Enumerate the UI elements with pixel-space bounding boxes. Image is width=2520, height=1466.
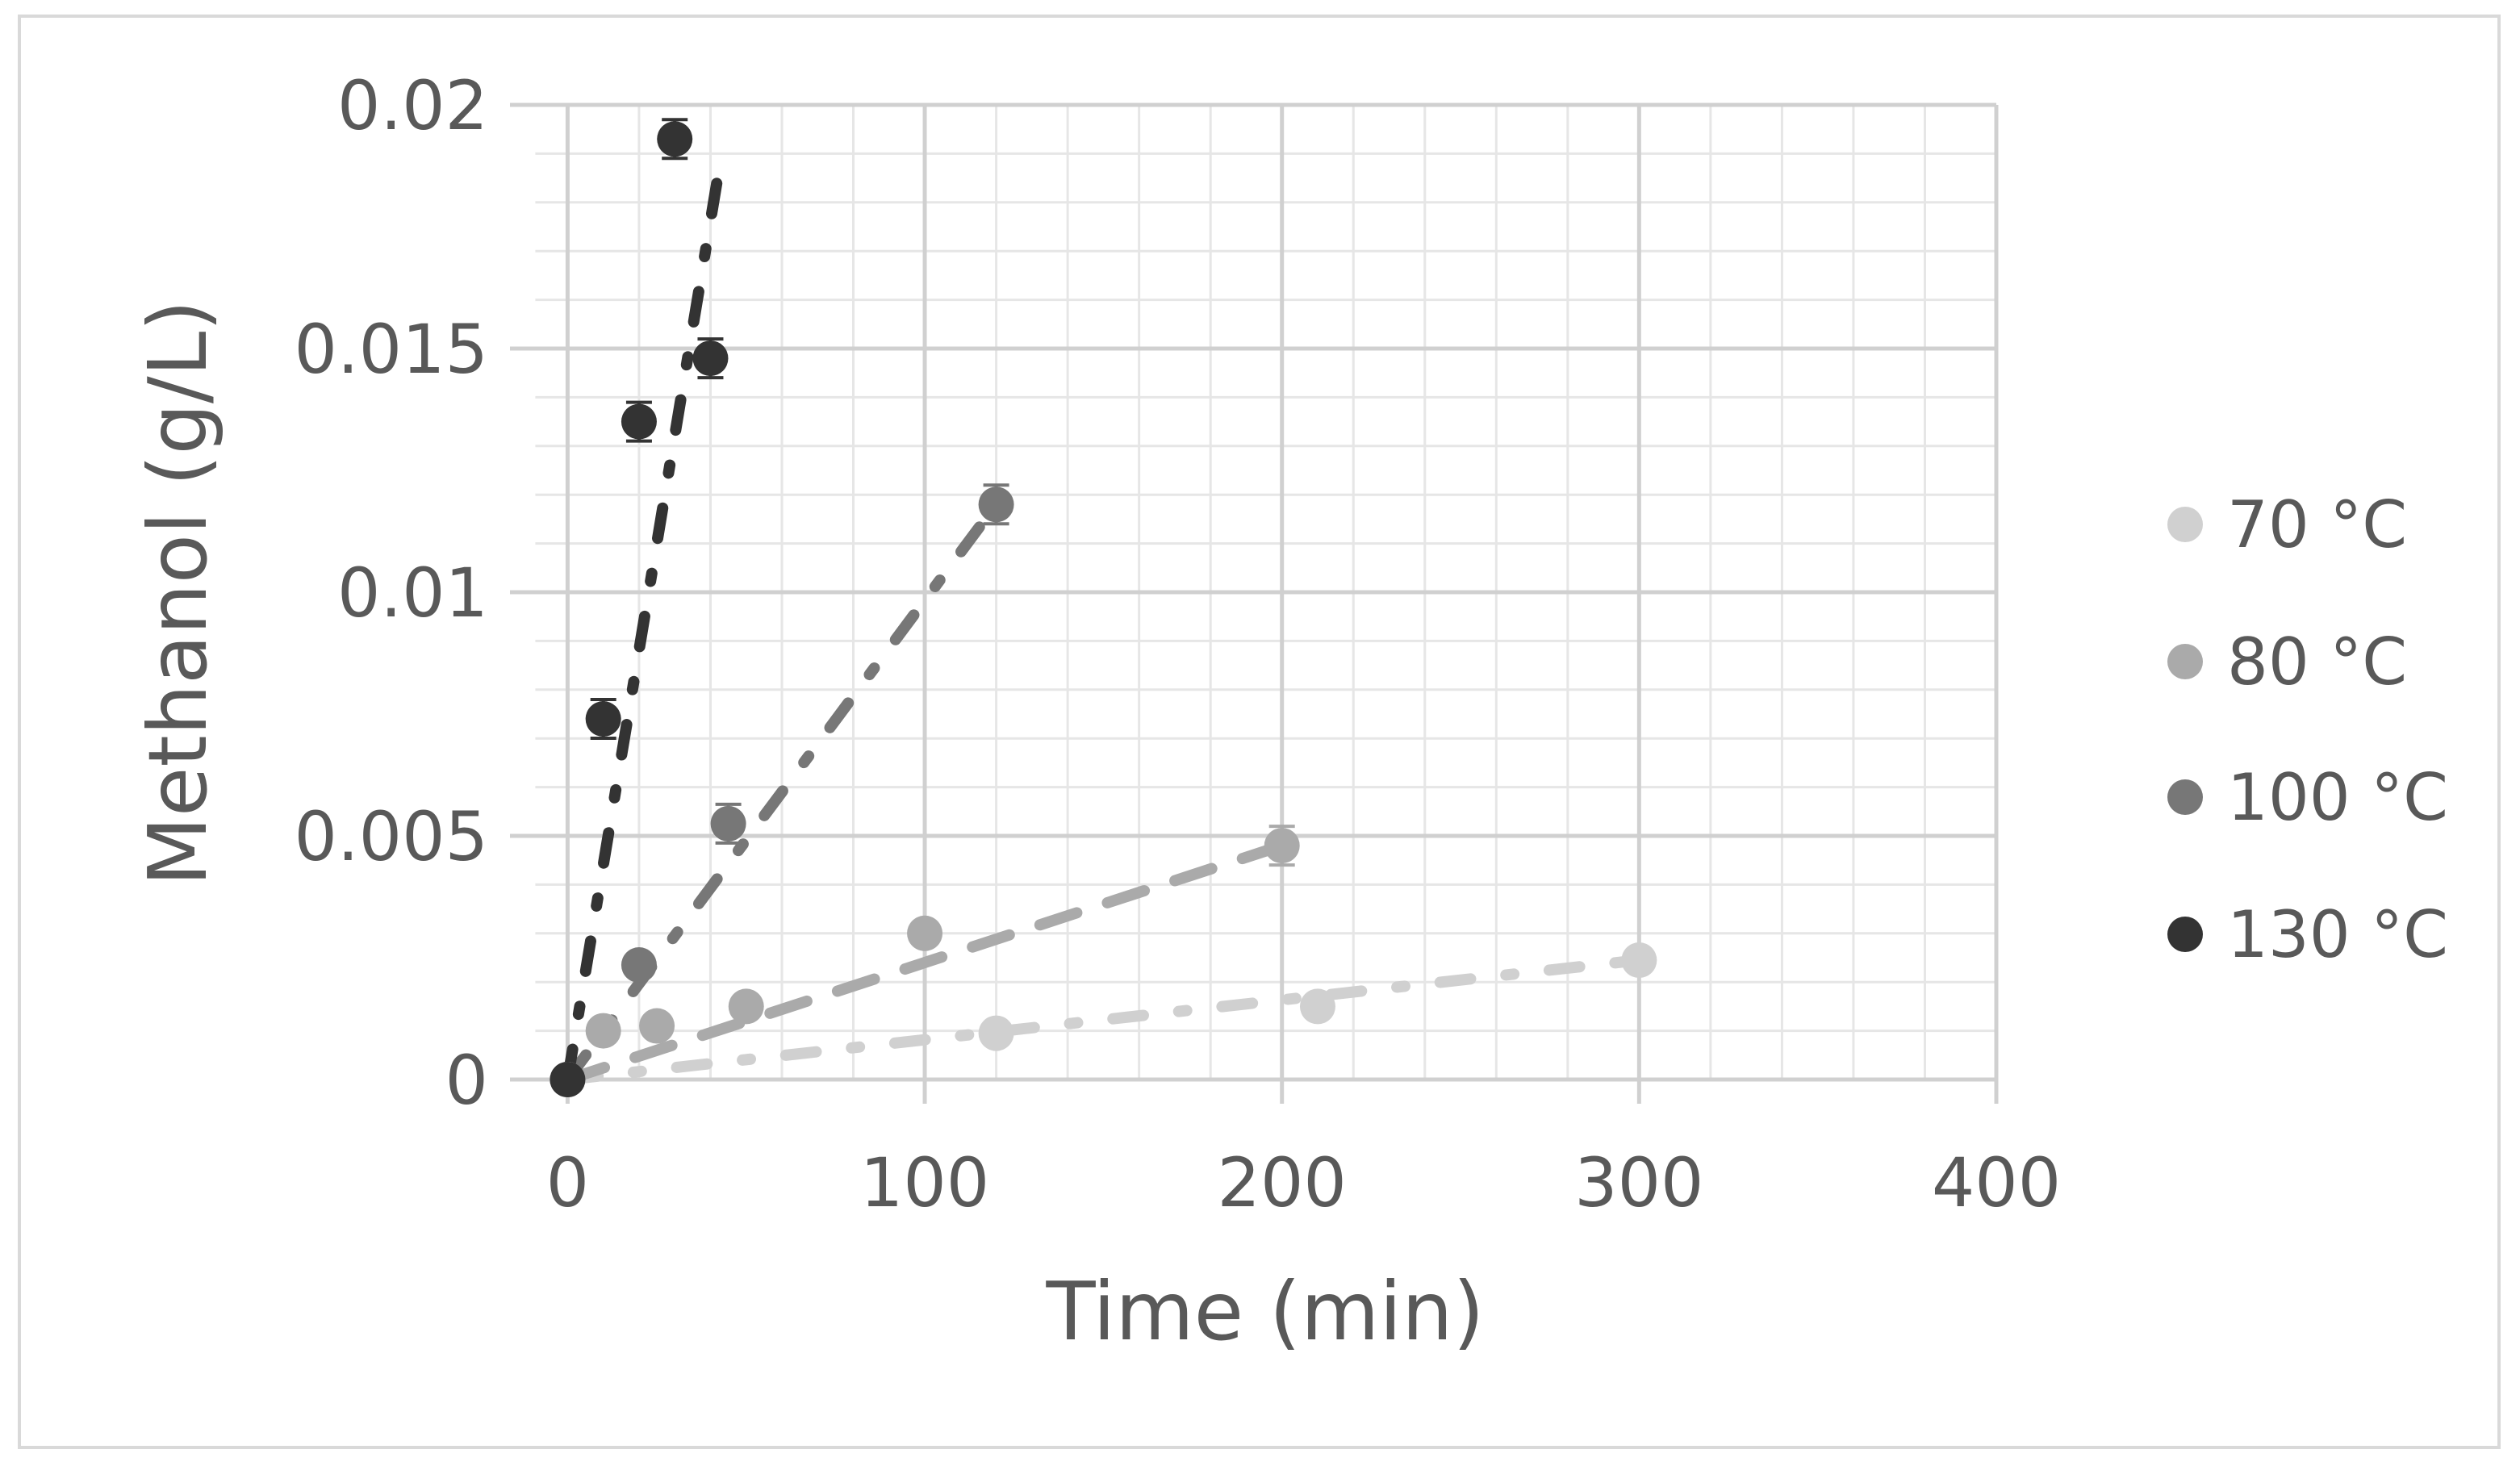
trendline <box>562 954 1645 1085</box>
y-tick-label: 0.005 <box>295 797 488 876</box>
legend-marker <box>2167 917 2203 952</box>
x-tick-label: 0 <box>546 1143 589 1222</box>
x-tick-label: 400 <box>1932 1143 2061 1222</box>
y-axis-ticks: 0 0.005 0.01 0.015 0.02 <box>295 66 488 1120</box>
y-tick-label: 0.02 <box>337 66 488 145</box>
data-point <box>585 1013 621 1049</box>
chart-frame <box>18 15 2501 1449</box>
x-tick-label: 300 <box>1574 1143 1703 1222</box>
data-point <box>621 403 657 440</box>
major-grid <box>510 102 1999 1104</box>
legend-label: 130 °C <box>2227 897 2448 972</box>
y-tick-label: 0 <box>445 1041 488 1120</box>
legend-label: 80 °C <box>2227 624 2407 700</box>
x-tick-label: 100 <box>860 1143 989 1222</box>
trendline <box>562 499 1002 1085</box>
data-point <box>550 1062 586 1097</box>
legend-label: 70 °C <box>2227 487 2407 562</box>
data-point <box>728 988 764 1025</box>
legend-marker <box>2167 779 2203 815</box>
data-point <box>1299 988 1335 1025</box>
x-tick-label: 200 <box>1218 1143 1347 1222</box>
data-point <box>1621 942 1657 979</box>
data-point <box>978 487 1014 523</box>
data-point <box>710 805 746 842</box>
x-axis-ticks: 0 100 200 300 400 <box>546 1143 2061 1222</box>
trendlines <box>562 172 1645 1085</box>
data-point <box>692 340 729 377</box>
data-point <box>621 947 657 984</box>
legend-marker <box>2167 644 2203 679</box>
data-point <box>585 701 621 737</box>
x-axis-label: Time (min) <box>1045 1264 1484 1359</box>
data-point <box>639 1008 675 1044</box>
y-tick-label: 0.015 <box>295 310 488 389</box>
trendline <box>562 840 1288 1085</box>
legend-label: 100 °C <box>2227 760 2448 835</box>
y-axis-label: Methanol (g/L) <box>131 300 225 887</box>
data-point <box>907 915 943 951</box>
legend: 70 °C 80 °C 100 °C 130 °C <box>2167 487 2448 972</box>
data-point <box>1264 828 1300 864</box>
legend-marker <box>2167 507 2203 542</box>
data-point <box>978 1015 1014 1051</box>
data-point <box>657 121 693 157</box>
data-points <box>550 118 1657 1097</box>
y-tick-label: 0.01 <box>337 553 488 633</box>
trendline <box>562 172 724 1085</box>
